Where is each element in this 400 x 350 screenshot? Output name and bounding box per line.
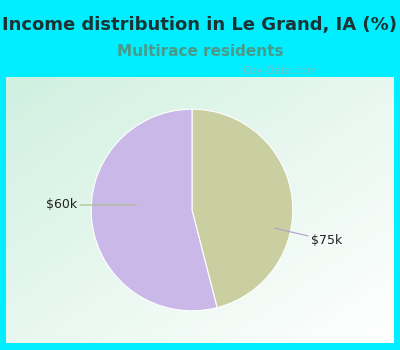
Text: City-Data.com: City-Data.com xyxy=(243,66,318,76)
Text: $60k: $60k xyxy=(46,198,136,211)
Text: Multirace residents: Multirace residents xyxy=(117,44,283,59)
Text: $75k: $75k xyxy=(275,228,342,247)
Text: Income distribution in Le Grand, IA (%): Income distribution in Le Grand, IA (%) xyxy=(2,16,398,34)
Wedge shape xyxy=(192,109,293,308)
Wedge shape xyxy=(91,109,217,311)
